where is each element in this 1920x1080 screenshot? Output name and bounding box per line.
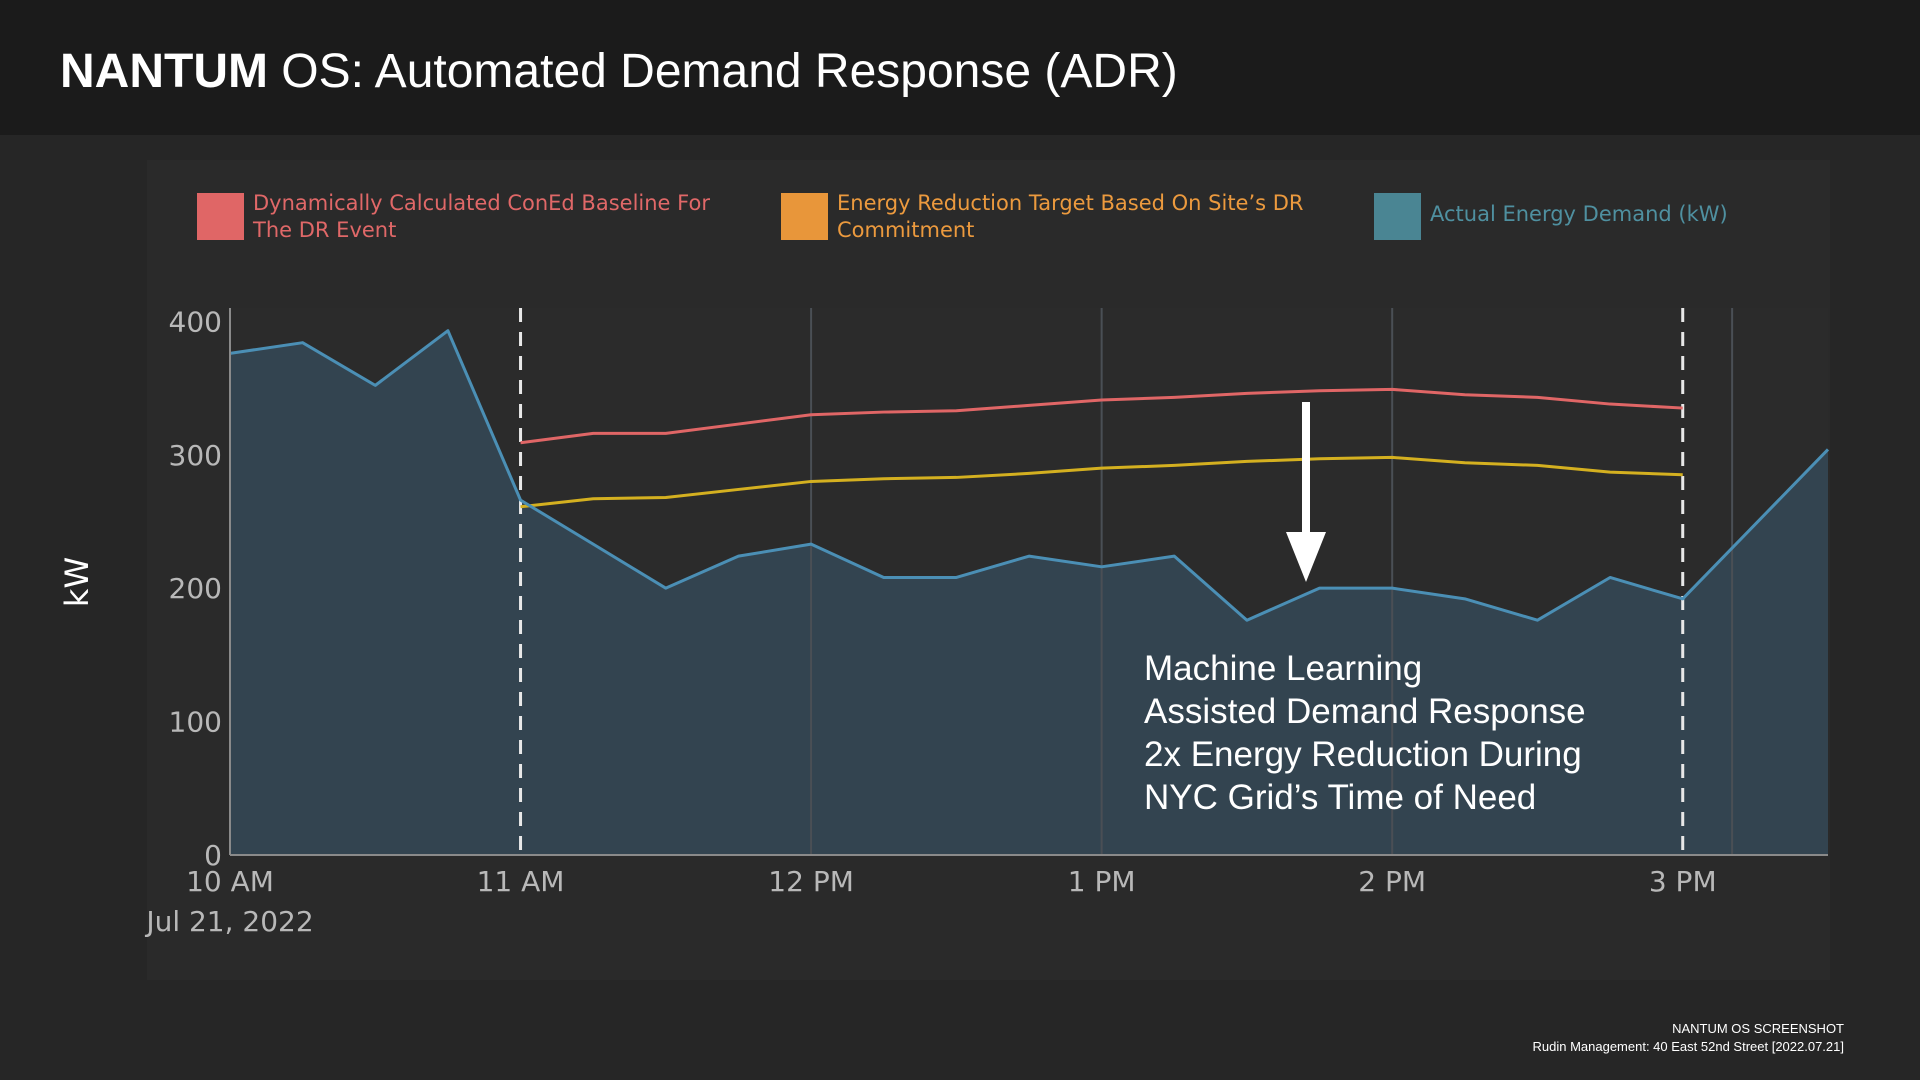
page-title: NANTUM OS: Automated Demand Response (AD… — [60, 44, 1178, 100]
annotation-arrow-head — [1286, 532, 1326, 582]
x-tick-label: 10 AM — [186, 865, 274, 898]
annotation-line: NYC Grid’s Time of Need — [1144, 778, 1536, 817]
brand-name: NANTUM — [60, 45, 268, 98]
x-tick-label: 2 PM — [1358, 865, 1426, 898]
y-axis-title: kW — [58, 557, 96, 607]
actual-demand-line — [229, 329, 1830, 622]
legend-item-actual: Actual Energy Demand (kW) — [1374, 190, 1728, 240]
target-line — [520, 455, 1683, 509]
actual-demand-area — [230, 330, 1828, 855]
annotation-line: Machine Learning — [1144, 649, 1422, 688]
header-bar: NANTUM OS: Automated Demand Response (AD… — [0, 0, 1920, 135]
y-tick-label: 0 — [204, 839, 222, 872]
footer-credit: NANTUM OS SCREENSHOT Rudin Management: 4… — [1533, 1020, 1845, 1056]
y-tick-label: 300 — [169, 439, 222, 472]
footer-line-1: NANTUM OS SCREENSHOT — [1672, 1021, 1844, 1036]
y-tick-label: 100 — [169, 706, 222, 739]
x-tick-label: 12 PM — [768, 865, 854, 898]
title-text: OS: Automated Demand Response (ADR) — [267, 45, 1178, 98]
legend-swatch-target — [781, 193, 828, 240]
x-tick-label: 1 PM — [1068, 865, 1136, 898]
y-tick-label: 200 — [169, 572, 222, 605]
legend-swatch-baseline — [197, 193, 244, 240]
footer-line-2: Rudin Management: 40 East 52nd Street [2… — [1532, 1039, 1845, 1054]
x-tick-sublabel: Jul 21, 2022 — [144, 905, 313, 938]
annotation-line: Assisted Demand Response — [1144, 692, 1586, 731]
x-tick-label: 3 PM — [1649, 865, 1717, 898]
legend-label-baseline: Dynamically Calculated ConEd Baseline Fo… — [253, 191, 710, 242]
annotation-line: 2x Energy Reduction During — [1144, 735, 1582, 774]
legend-label-target: Energy Reduction Target Based On Site’s … — [837, 191, 1304, 242]
x-tick-label: 11 AM — [477, 865, 565, 898]
legend-item-target: Energy Reduction Target Based On Site’s … — [781, 190, 1304, 244]
y-tick-label: 400 — [169, 305, 222, 338]
baseline-line — [520, 387, 1683, 445]
legend-item-baseline: Dynamically Calculated ConEd Baseline Fo… — [197, 190, 710, 244]
legend-swatch-actual — [1374, 193, 1421, 240]
legend-label-actual: Actual Energy Demand (kW) — [1430, 202, 1728, 226]
